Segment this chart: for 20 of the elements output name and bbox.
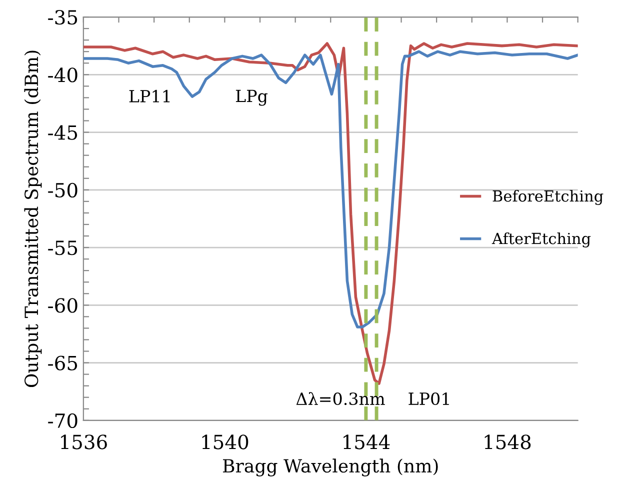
y-tick-label: -65	[48, 356, 78, 370]
y-tick-label: -70	[48, 413, 78, 428]
y-axis-title: Output Transmitted Spectrum (dBm)	[24, 50, 42, 388]
annotation: LPg	[236, 90, 268, 106]
y-tick-label: -60	[48, 298, 78, 313]
y-tick-label: -35	[48, 10, 78, 25]
annotation: LP01	[408, 392, 449, 406]
y-tick-label: -55	[48, 240, 78, 256]
legend-label: AfterEtching	[492, 232, 591, 248]
x-tick-label: 1548	[484, 434, 531, 450]
y-tick-label: -40	[48, 68, 78, 82]
y-tick-label: -50	[48, 182, 78, 198]
x-tick-label: 1536	[61, 434, 107, 450]
x-tick-label: 1540	[202, 434, 248, 450]
x-tick-label: 1544	[344, 434, 390, 450]
x-axis-title: Bragg Wavelength (nm)	[222, 458, 438, 476]
annotation: Δλ=0.3nm	[296, 392, 385, 406]
y-tick-label: -45	[48, 125, 78, 140]
annotation: LP11	[129, 90, 170, 102]
legend-label: BeforeEtching	[492, 190, 604, 205]
